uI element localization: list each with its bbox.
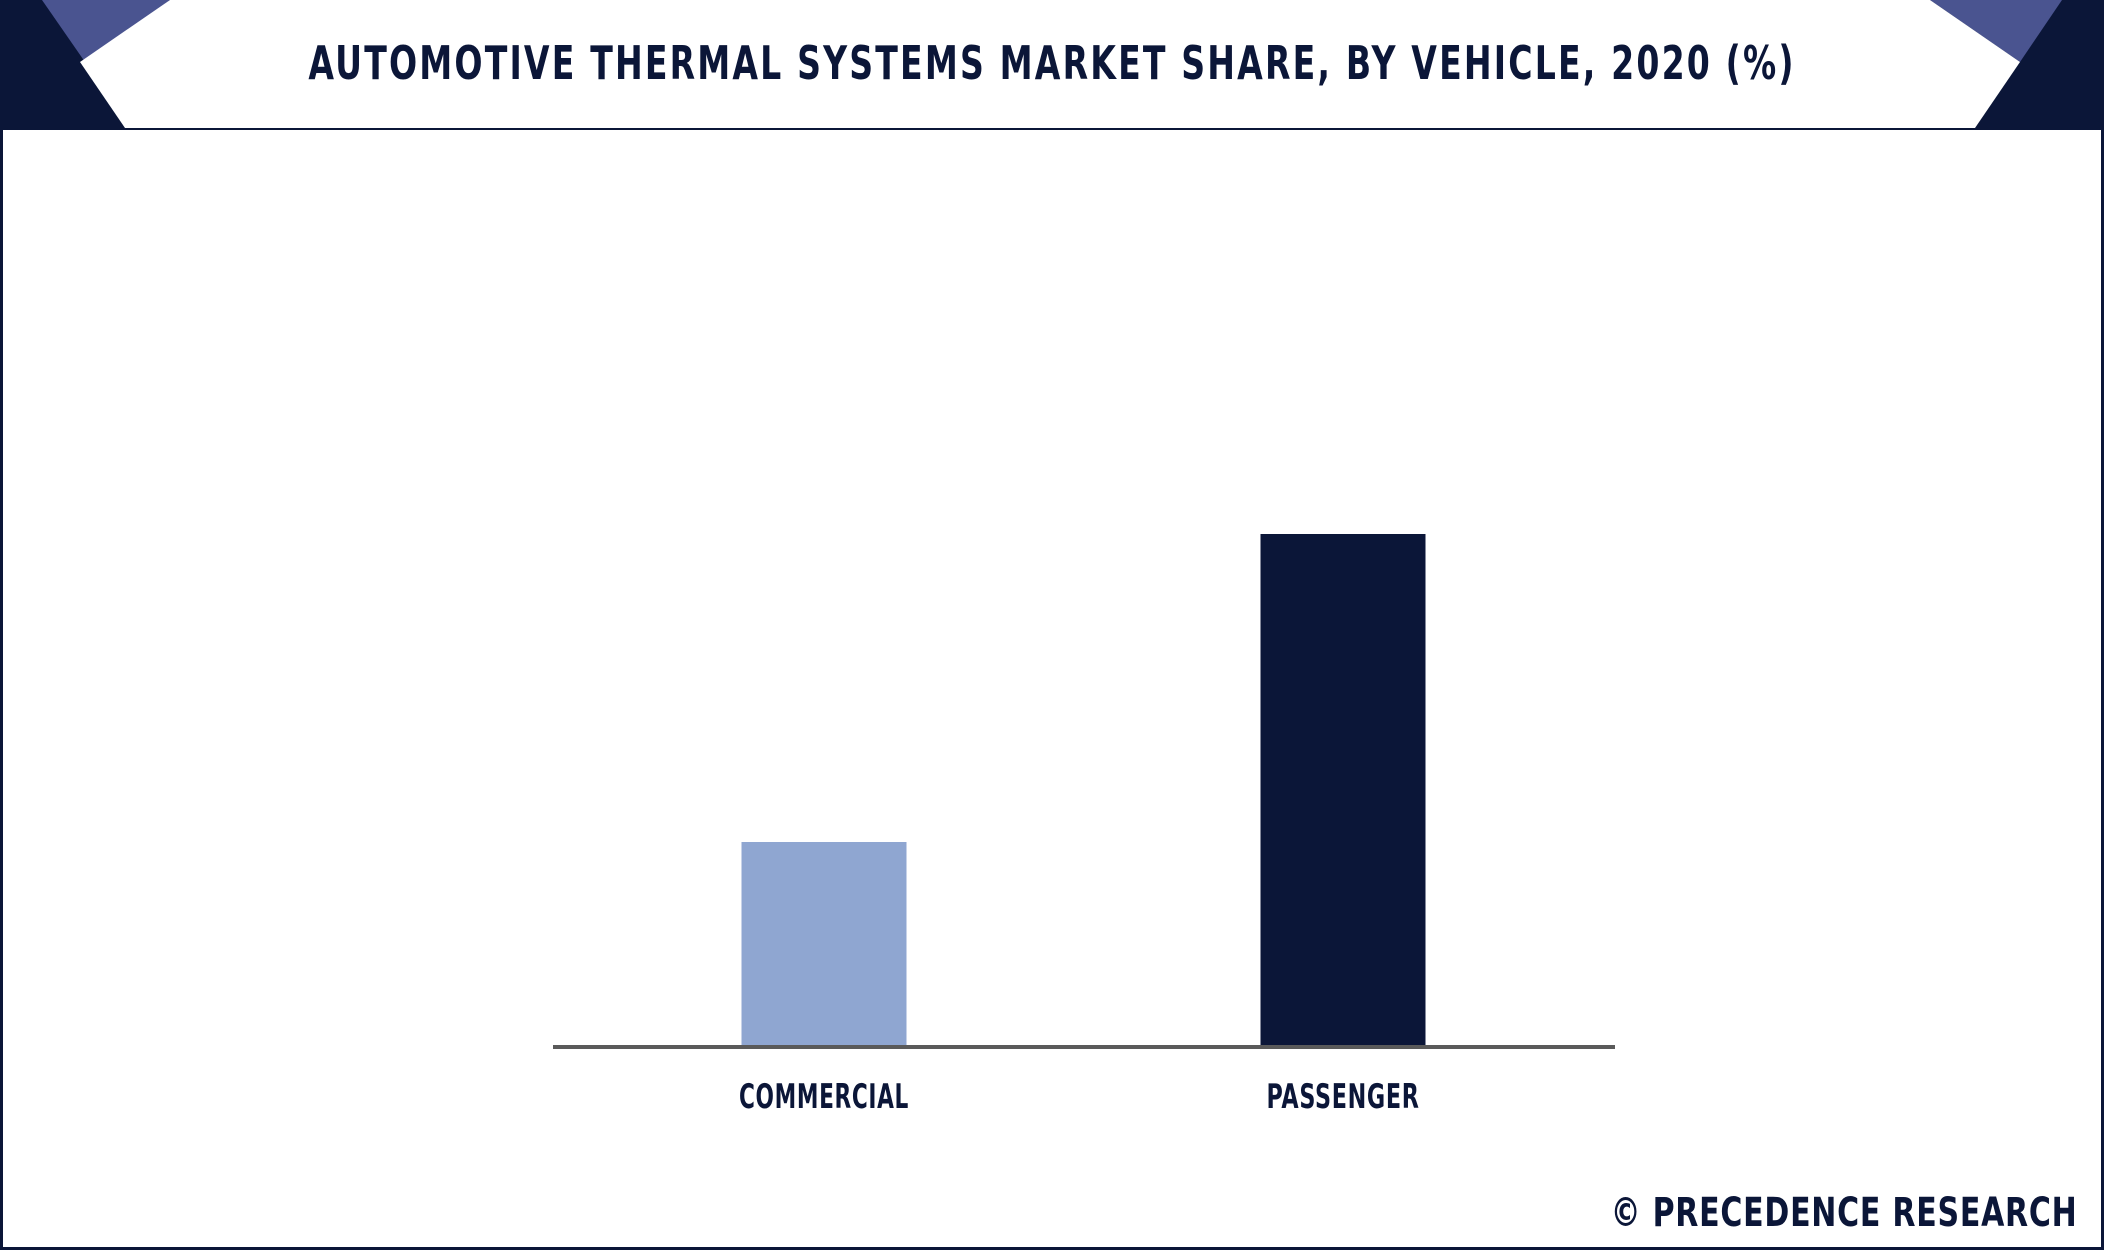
x-tick-label-passenger: PASSENGER bbox=[1267, 1077, 1420, 1117]
x-tick-label-commercial: COMMERCIAL bbox=[739, 1077, 909, 1117]
bar-commercial bbox=[741, 842, 907, 1045]
header-panel bbox=[0, 0, 2104, 128]
chart-title: AUTOMOTIVE THERMAL SYSTEMS MARKET SHARE,… bbox=[308, 36, 1796, 90]
brand-label: © PRECEDENCE RESEARCH bbox=[1611, 1190, 2078, 1236]
bars-group bbox=[741, 534, 1426, 1045]
x-tick-labels: COMMERCIAL PASSENGER bbox=[739, 1077, 1420, 1117]
bar-passenger bbox=[1260, 534, 1426, 1045]
header-white-panel bbox=[80, 0, 2020, 128]
header-left-corner bbox=[0, 0, 125, 128]
header-right-accent bbox=[1930, 0, 2062, 62]
header-left-accent bbox=[42, 0, 170, 62]
